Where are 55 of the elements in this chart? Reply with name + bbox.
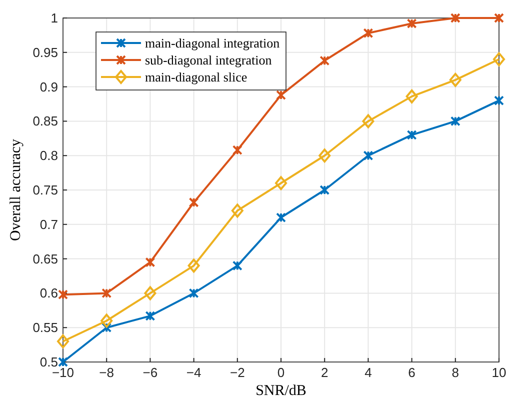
y-axis-title: Overall accuracy	[8, 138, 24, 242]
point	[449, 72, 462, 87]
point	[232, 145, 242, 156]
point	[320, 56, 330, 66]
point	[363, 150, 374, 161]
point	[493, 52, 505, 66]
point	[318, 148, 331, 163]
x-axis-title: SNR/dB	[256, 383, 306, 399]
legend-label: main-diagonal integration	[145, 36, 280, 50]
x-tick-label: −2	[230, 365, 245, 380]
x-tick-label: 2	[320, 365, 328, 380]
point	[188, 197, 199, 208]
y-tick-label: 0.75	[32, 182, 58, 198]
x-tick-label: 4	[364, 365, 372, 380]
point	[232, 260, 242, 271]
y-tick-label: 0.7	[40, 216, 58, 232]
point	[450, 116, 460, 126]
x-tick-label: −8	[99, 365, 114, 380]
x-tick-label: 8	[452, 365, 460, 380]
x-tick-label: −4	[186, 365, 202, 380]
y-tick-label: 0.5	[40, 354, 58, 370]
legend-label: main-diagonal slice	[145, 70, 248, 84]
point	[406, 130, 417, 140]
point	[188, 288, 199, 298]
point	[144, 286, 156, 300]
x-tick-label: 0	[277, 365, 285, 380]
point	[406, 89, 418, 104]
y-tick-label: 0.95	[32, 44, 58, 60]
point	[100, 314, 113, 328]
point	[57, 334, 69, 348]
point	[188, 258, 200, 273]
point	[362, 114, 374, 128]
point	[231, 204, 244, 218]
x-tick-label: −6	[142, 365, 158, 380]
point	[275, 176, 287, 190]
y-tick-label: 0.55	[32, 320, 58, 336]
y-tick-label: 0.8	[40, 148, 58, 164]
x-tick-label: 10	[492, 365, 506, 380]
y-tick-label: 0.85	[32, 114, 58, 129]
point	[450, 13, 460, 23]
point	[145, 310, 156, 321]
point	[320, 185, 330, 195]
point	[276, 90, 286, 100]
point	[102, 288, 112, 298]
y-tick-label: 1	[50, 10, 58, 26]
y-tick-label: 0.9	[40, 79, 58, 94]
point	[102, 322, 112, 333]
point	[406, 18, 417, 29]
y-tick-label: 0.65	[32, 251, 58, 266]
legend-label: sub-diagonal integration	[145, 52, 272, 68]
point	[363, 28, 374, 38]
point	[276, 212, 286, 223]
x-tick-label: 6	[408, 365, 416, 380]
point	[145, 257, 156, 268]
y-tick-label: 0.6	[40, 286, 58, 301]
